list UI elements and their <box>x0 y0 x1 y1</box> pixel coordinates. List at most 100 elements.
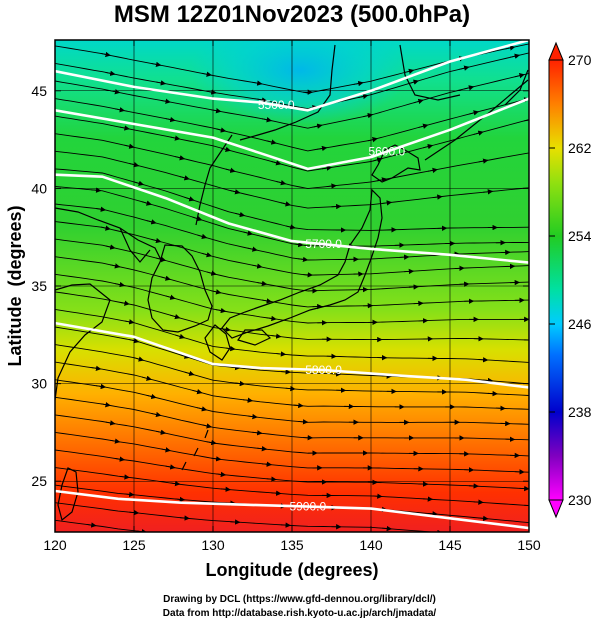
streamline-arrow <box>257 97 268 103</box>
streamline-arrow <box>114 456 126 462</box>
y-tick-label: 30 <box>31 376 47 392</box>
streamline-arrow <box>317 145 328 152</box>
streamline <box>55 256 529 308</box>
streamline-arrow <box>146 393 157 400</box>
streamline-arrow <box>100 225 111 231</box>
streamline-arrow <box>96 206 107 212</box>
streamline-arrow <box>509 53 521 59</box>
coastline-okhotsk <box>399 44 529 106</box>
plot-area: 5500.0 5600.0 5700.0 5800.0 5900.0 <box>55 40 529 550</box>
streamline-arrow <box>110 438 121 444</box>
streamline-arrow <box>423 496 434 502</box>
streamline <box>55 467 529 507</box>
x-tick-label: 140 <box>359 537 383 553</box>
contour-label: 5600.0 <box>368 145 405 159</box>
streamline-arrow <box>124 491 135 498</box>
streamline-arrow <box>119 474 130 480</box>
streamline-arrow <box>242 230 254 236</box>
streamline-arrow <box>312 123 323 129</box>
streamline-arrow <box>197 233 208 239</box>
streamline-arrow <box>298 256 309 263</box>
colorbar-tick-label: 254 <box>568 228 592 244</box>
streamline-arrow <box>242 397 254 403</box>
streamline-arrow <box>372 493 383 499</box>
streamline-arrow <box>408 284 419 290</box>
streamline-arrow <box>404 68 415 74</box>
y-tick-label: 40 <box>31 180 47 196</box>
streamline-arrow <box>179 353 190 359</box>
streamline-arrow <box>271 333 282 339</box>
coastline-taiwan <box>57 467 79 522</box>
streamline <box>55 449 529 490</box>
streamline-arrow <box>174 155 186 161</box>
streamline-arrow <box>468 110 479 116</box>
streamline-arrow <box>179 515 190 521</box>
streamline-arrow <box>238 543 247 544</box>
streamline-arrow <box>211 108 222 114</box>
cold-core-patch <box>190 40 410 125</box>
streamline-arrow <box>390 549 399 550</box>
streamline-arrow <box>192 216 203 222</box>
colorbar-tick-label: 246 <box>568 316 592 332</box>
streamline-arrow <box>230 364 241 371</box>
streamline-arrow <box>184 370 195 377</box>
streamline-arrow <box>247 413 258 420</box>
streamline-arrow <box>271 490 282 496</box>
streamline-arrow <box>119 300 130 306</box>
streamline-arrow <box>216 307 227 314</box>
streamline <box>55 414 529 457</box>
streamline-arrow <box>266 139 277 145</box>
streamline <box>55 291 529 341</box>
colorbar-tick-label: 238 <box>568 404 592 420</box>
streamline-arrow <box>276 180 287 186</box>
coastline-korea <box>147 244 213 333</box>
streamline-arrow <box>160 447 171 453</box>
streamline-arrow <box>151 61 162 68</box>
streamline-arrow <box>459 65 470 71</box>
coastline-honshu <box>221 188 383 339</box>
streamline-arrow <box>514 73 525 79</box>
contour-line <box>55 97 529 171</box>
streamline-arrow <box>427 167 438 174</box>
streamline-arrow <box>367 137 378 143</box>
streamline-arrow <box>129 509 140 516</box>
contour-label: 5800.0 <box>305 363 342 377</box>
coastline-china <box>55 207 163 401</box>
streamline-arrow <box>285 385 296 392</box>
streamline-arrow <box>105 420 116 426</box>
chart-title: MSM 12Z01Nov2023 (500.0hPa) <box>114 1 470 28</box>
streamline-arrow <box>423 143 434 150</box>
streamline-arrow <box>266 315 277 322</box>
streamline <box>55 221 529 276</box>
streamline-arrow <box>165 294 176 300</box>
streamline-arrow <box>220 326 231 333</box>
contour-label: 5900.0 <box>289 500 326 514</box>
streamline-arrow <box>86 522 97 528</box>
x-tick-label: 135 <box>280 537 304 553</box>
streamline-arrow <box>235 211 246 218</box>
streamline-arrow <box>197 406 208 412</box>
streamline-arrow <box>220 146 231 152</box>
streamline-arrow <box>230 189 241 195</box>
streamline-arrow <box>211 456 222 462</box>
streamline-arrow <box>133 356 144 362</box>
streamline-arrow <box>206 89 217 95</box>
streamline-arrow <box>261 461 272 467</box>
streamline-arrow <box>114 281 126 288</box>
streamline-arrow <box>358 93 369 100</box>
streamline-arrow <box>201 252 212 258</box>
streamline-arrow <box>280 201 291 207</box>
streamline-arrow <box>257 446 268 452</box>
coastlines <box>55 44 529 522</box>
streamline-arrow <box>146 219 157 225</box>
streamline-arrow <box>160 275 171 281</box>
streamline-arrow <box>141 375 152 381</box>
streamline-arrow <box>404 268 415 275</box>
coastline-sakhalin-manchuria <box>195 44 336 226</box>
streamline-arrow <box>201 423 212 429</box>
colorbar-ticks: 230 238 246 254 262 270 <box>549 52 592 508</box>
streamline-arrow <box>216 127 227 133</box>
streamline-arrow <box>478 357 489 363</box>
streamline-arrow <box>110 89 121 95</box>
